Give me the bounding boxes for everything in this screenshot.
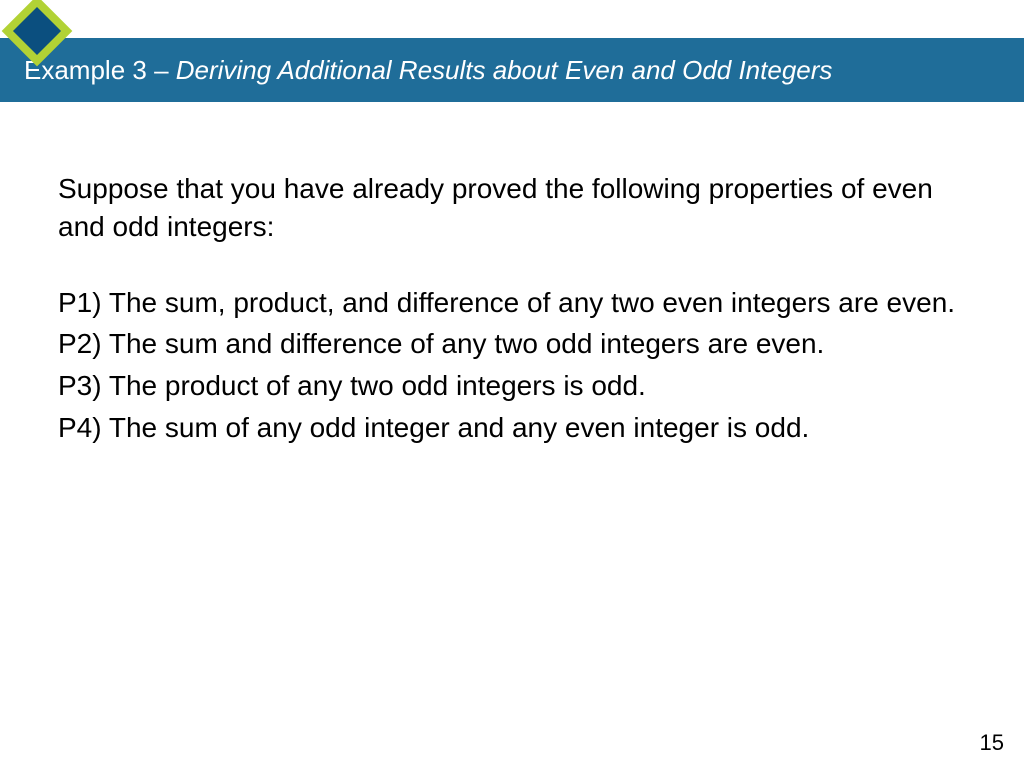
property-item: P1) The sum, product, and difference of … bbox=[58, 284, 978, 322]
decorative-diamond-inner-icon bbox=[13, 7, 61, 55]
title-bar: Example 3 – Deriving Additional Results … bbox=[0, 38, 1024, 102]
title-label: Example 3 – bbox=[24, 55, 176, 85]
property-item: P4) The sum of any odd integer and any e… bbox=[58, 409, 978, 447]
slide-content: Suppose that you have already proved the… bbox=[58, 170, 978, 451]
page-number: 15 bbox=[980, 730, 1004, 756]
property-item: P3) The product of any two odd integers … bbox=[58, 367, 978, 405]
intro-text: Suppose that you have already proved the… bbox=[58, 170, 978, 246]
title-subtitle: Deriving Additional Results about Even a… bbox=[176, 55, 833, 85]
property-item: P2) The sum and difference of any two od… bbox=[58, 325, 978, 363]
